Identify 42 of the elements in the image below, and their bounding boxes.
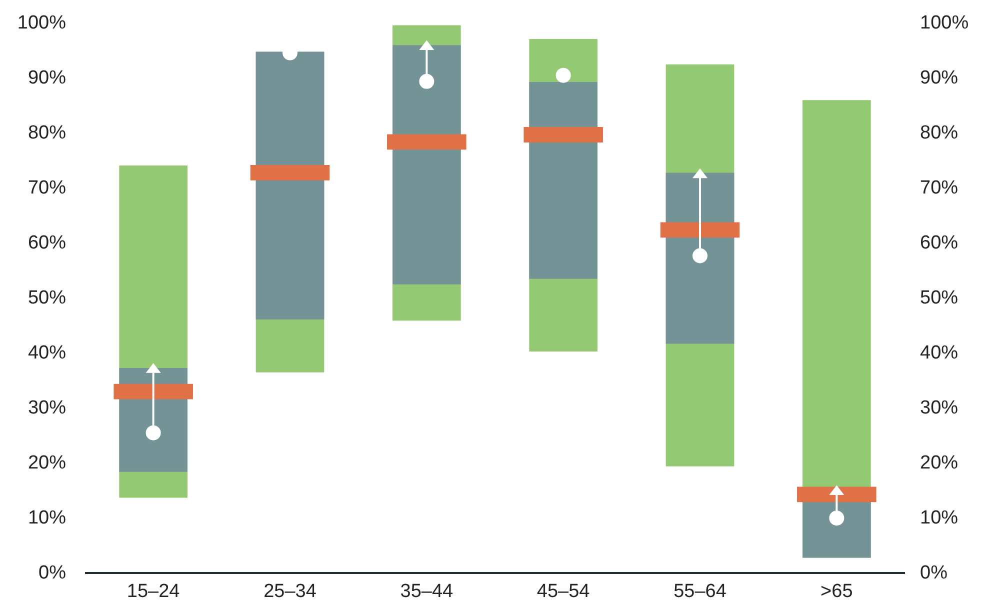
y-tick-label: 50% <box>28 288 66 309</box>
point <box>556 68 571 83</box>
y2-tick-label: 0% <box>920 562 948 584</box>
bar <box>524 127 603 142</box>
y2-tick-label: 50% <box>920 288 958 309</box>
y2-tick-label: 90% <box>920 68 958 89</box>
x-tick-label: 15–24 <box>126 580 180 602</box>
y-tick-label: 10% <box>28 508 66 529</box>
bar <box>660 222 740 238</box>
y2-tick-label: 30% <box>920 398 958 419</box>
x-tick-label: 55–64 <box>674 580 727 602</box>
y-tick-label: 80% <box>28 122 66 144</box>
y-tick-label: 30% <box>28 398 66 419</box>
y2-tick-label: 20% <box>920 452 958 474</box>
y-tick-label: 0% <box>38 562 66 584</box>
y-tick-label: 70% <box>28 178 66 199</box>
point <box>419 74 434 89</box>
y-tick-label: 60% <box>28 232 66 254</box>
bar <box>529 82 598 279</box>
point <box>692 248 708 264</box>
x-tick-label: 45–54 <box>536 580 590 602</box>
y2-tick-label: 100% <box>920 12 969 34</box>
y-tick-label: 40% <box>28 342 66 364</box>
x-tick-label: 25–34 <box>264 580 317 602</box>
y2-tick-label: 70% <box>920 178 958 199</box>
y2-tick-label: 60% <box>920 232 958 254</box>
x-tick-label: 35–44 <box>400 580 454 602</box>
point <box>146 425 161 440</box>
bar <box>256 52 324 320</box>
point <box>829 510 844 526</box>
y2-tick-label: 10% <box>920 508 958 529</box>
bar <box>392 45 461 284</box>
y-tick-label: 100% <box>17 12 66 34</box>
bar <box>387 134 466 150</box>
y2-tick-label: 40% <box>920 342 958 364</box>
x-tick-label: >65 <box>820 580 853 602</box>
bar <box>114 384 193 400</box>
bar <box>797 486 876 502</box>
y-tick-label: 90% <box>28 68 66 89</box>
y-tick-label: 20% <box>28 452 66 474</box>
y2-tick-label: 80% <box>920 122 958 144</box>
bar <box>250 165 330 180</box>
